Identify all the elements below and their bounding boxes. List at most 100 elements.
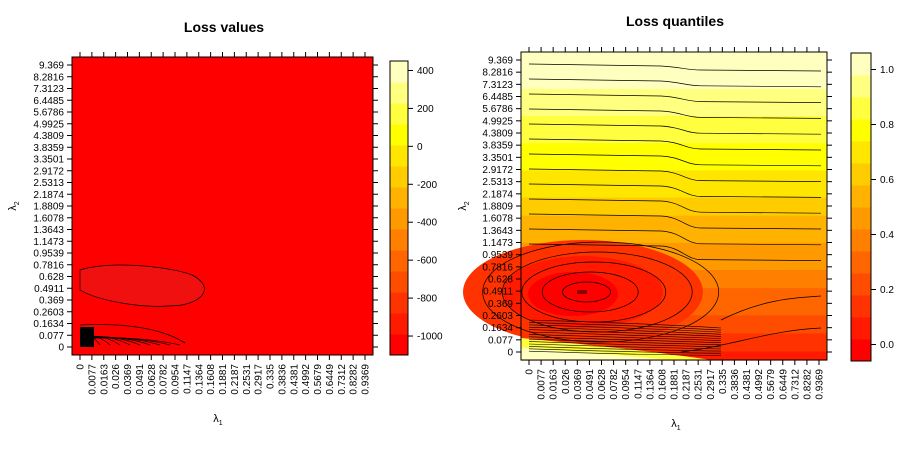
x-tick-label: 0.1364 <box>194 364 205 395</box>
y-tick-label: 7.3123 <box>33 84 64 95</box>
contour-line <box>528 338 722 346</box>
x-tick-label: 0.5679 <box>313 364 324 395</box>
heatmap-band <box>521 206 827 216</box>
y-tick-label: 2.5313 <box>482 177 513 188</box>
x-tick-label: 0.2531 <box>694 369 705 400</box>
colorbar-tick-label: -1000 <box>417 332 443 343</box>
colorbar-band <box>390 187 408 209</box>
colorbar-tick-label: 0.2 <box>880 285 894 296</box>
y-tick-label: 1.8809 <box>33 202 64 213</box>
x-tick-label: 0.0782 <box>159 364 170 395</box>
x-tick-label: 0.1881 <box>218 364 229 395</box>
contour-line <box>528 183 822 198</box>
y-tick-label: 1.3643 <box>33 225 64 236</box>
y-tick-label: 1.6078 <box>33 213 64 224</box>
y-tick-label: 2.9172 <box>482 165 513 176</box>
x-axis-label: λ1 <box>671 418 681 432</box>
y-tick-label: 2.1874 <box>33 190 64 201</box>
x-tick-label: 0.6449 <box>778 369 789 400</box>
y-tick-label: 0.077 <box>488 335 513 346</box>
x-tick-label: 0.4992 <box>754 369 765 400</box>
y-tick-label: 0 <box>58 343 64 354</box>
contour-line <box>528 341 722 348</box>
contour-line <box>528 243 822 261</box>
heatmap-band <box>521 88 827 98</box>
contour-line <box>528 346 722 352</box>
contour-line <box>528 319 722 329</box>
y-tick-label: 0.2603 <box>482 311 513 322</box>
colorbar-band <box>390 103 408 125</box>
x-tick-label: 0.4381 <box>289 364 300 395</box>
x-tick-label: 0.9369 <box>815 369 826 400</box>
y-tick-label: 0 <box>507 348 513 359</box>
heatmap-region <box>528 272 618 316</box>
heatmap-band <box>521 224 827 234</box>
y-tick-label: 0.1634 <box>33 319 64 330</box>
x-tick-label: 0.7312 <box>337 364 348 395</box>
panel-loss-values: Loss values 0 0.0077 0.0163 0.026 0.0369 0.04… <box>7 19 443 427</box>
y-tick-label: 2.9172 <box>33 166 64 177</box>
colorbar-band <box>390 82 408 104</box>
contour-line <box>528 168 822 182</box>
chart-title: Loss values <box>184 19 264 35</box>
heatmap-band <box>521 251 827 261</box>
colorbar-band <box>851 163 871 186</box>
y-tick-label: 0.9539 <box>33 249 64 260</box>
colorbar-band <box>390 61 408 83</box>
x-axis: 0 0.0077 0.0163 0.026 0.0369 0.0491 0.0628 0.07… <box>525 47 826 400</box>
y-tick-label: 1.8809 <box>482 202 513 213</box>
x-axis: 0 0.0077 0.0163 0.026 0.0369 0.0491 0.0628 0.07… <box>76 52 372 395</box>
heatmap-band <box>521 70 827 80</box>
contour-line <box>528 198 822 214</box>
heatmap-band <box>521 142 827 153</box>
contour-line <box>720 295 822 321</box>
colorbar-band <box>390 334 408 356</box>
x-tick-label: 0.0782 <box>609 369 620 400</box>
x-tick-label: 0.0491 <box>585 369 596 400</box>
x-tick-label: 0.3836 <box>730 369 741 400</box>
heatmap-band <box>521 242 827 252</box>
x-tick-label: 0.1881 <box>670 369 681 400</box>
x-tick-label: 0.0163 <box>99 364 110 395</box>
y-tick-label: 1.1473 <box>33 237 64 248</box>
y-tick-label: 3.3501 <box>482 153 513 164</box>
contour-line <box>528 324 722 333</box>
plot-area <box>72 57 373 355</box>
y-tick-label: 0.628 <box>39 272 64 283</box>
x-tick-label: 0.0369 <box>123 364 134 395</box>
y-tick-label: 4.9925 <box>33 119 64 130</box>
colorbar: 1.0 0.8 0.6 0.4 0.2 0.0 <box>850 52 894 362</box>
contour-line <box>528 350 722 356</box>
colorbar-band <box>851 273 871 296</box>
x-tick-label: 0.1147 <box>182 364 193 394</box>
colorbar-frame <box>389 60 409 356</box>
x-axis-label: λ1 <box>213 413 223 427</box>
x-tick-label: 0.9369 <box>361 364 372 395</box>
x-tick-label: 0.4381 <box>742 369 753 400</box>
contour-line <box>528 153 822 167</box>
x-tick-label: 0.2187 <box>230 364 241 395</box>
x-tick-label: 0.7312 <box>790 369 801 400</box>
colorbar-tick-label: 0.6 <box>880 175 894 186</box>
colorbar-tick-label: -600 <box>417 256 437 267</box>
y-tick-label: 3.3501 <box>33 155 64 166</box>
x-tick-label: 0.0628 <box>597 369 608 400</box>
x-tick-label: 0.1364 <box>645 369 656 400</box>
y-tick-label: 0.628 <box>488 275 513 286</box>
x-tick-label: 0.026 <box>561 369 572 394</box>
colorbar-band <box>390 250 408 272</box>
heatmap-band <box>521 61 827 71</box>
contour-line <box>528 334 722 341</box>
y-tick-label: 8.2816 <box>482 68 513 79</box>
colorbar-band <box>390 208 408 230</box>
colorbar-tick-label: 1.0 <box>880 65 894 76</box>
y-axis-label: λ2 <box>7 201 21 211</box>
colorbar-tick-label: 400 <box>417 66 434 77</box>
colorbar-band <box>851 207 871 230</box>
y-tick-label: 9.369 <box>488 56 513 67</box>
y-tick-label: 2.5313 <box>33 178 64 189</box>
y-tick-label: 8.2816 <box>33 72 64 83</box>
contour-line <box>528 322 722 331</box>
y-tick-label: 3.8359 <box>482 141 513 152</box>
